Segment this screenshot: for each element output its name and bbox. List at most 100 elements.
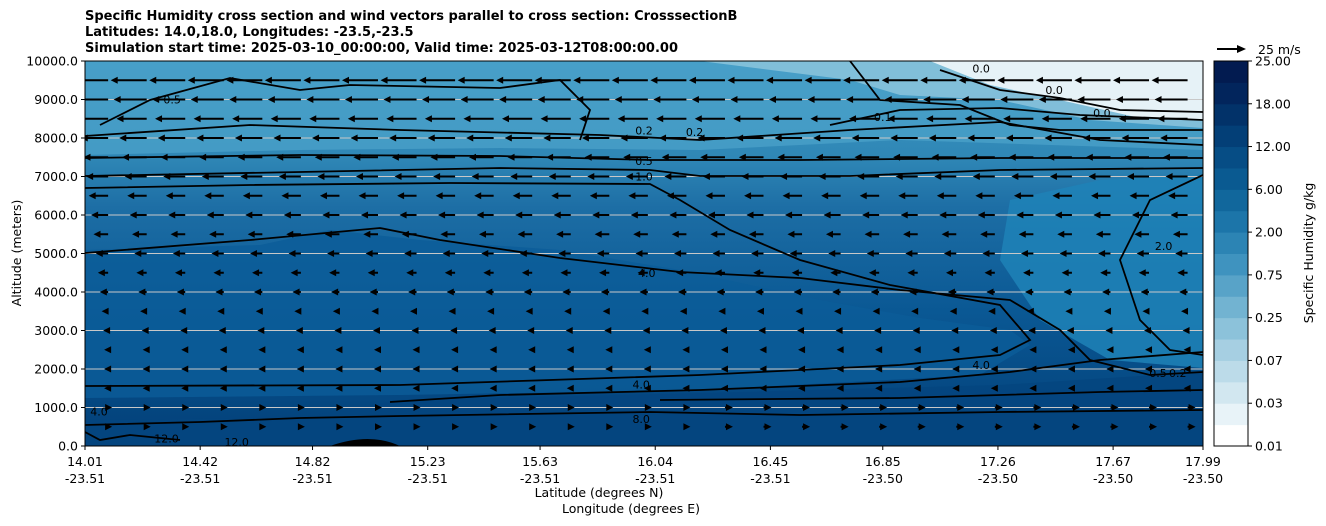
wind-vector-head [489, 384, 497, 392]
wind-vector-head [961, 96, 969, 103]
wind-vector-head [168, 211, 176, 219]
quiver-key-arrowhead [1237, 45, 1246, 53]
wind-vector-head [281, 192, 289, 200]
wind-vector-head [264, 76, 272, 84]
wind-vector-head [1013, 192, 1021, 200]
wind-vector-head [1183, 365, 1191, 373]
wind-vector-head [789, 250, 797, 257]
wind-vector-head [296, 365, 304, 373]
wind-vector-head [512, 192, 520, 200]
wind-vector-head [907, 269, 915, 277]
wind-vector-head [710, 230, 718, 238]
wind-vector-head [199, 153, 207, 161]
wind-vector-head [748, 230, 756, 238]
wind-vector-head [240, 173, 248, 180]
wind-vector-head [380, 76, 388, 84]
wind-vector-head [931, 153, 939, 161]
wind-vector-head [181, 384, 189, 392]
wind-vector-head [178, 307, 186, 315]
colorbar-segment [1214, 146, 1248, 169]
wind-vector-head [551, 192, 559, 200]
wind-vector-head [373, 346, 381, 354]
wind-vector-head [644, 423, 652, 431]
wind-vector-head [451, 346, 459, 354]
x-tick-label-latitude: 17.99 [1185, 454, 1221, 469]
wind-vector-head [331, 288, 339, 296]
wind-vector-head [803, 404, 811, 411]
colorbar-segment [1214, 103, 1248, 126]
wind-vector-head [1106, 384, 1114, 392]
wind-vector-head [412, 384, 420, 392]
wind-vector-head [1165, 173, 1173, 180]
wind-vector-head [319, 192, 327, 200]
contour-line [85, 167, 1203, 177]
wind-vector-head [564, 307, 572, 315]
wind-vector-head [105, 404, 113, 411]
wind-vector-head [413, 423, 421, 431]
wind-vector-head [259, 423, 267, 431]
wind-vector-head [918, 423, 926, 431]
wind-vector-head [866, 250, 874, 257]
wind-vector-head [643, 346, 651, 354]
wind-vector-head [127, 192, 135, 200]
wind-vector-head [336, 404, 344, 411]
wind-vector-head [751, 250, 759, 257]
x-axis-label-longitude: Longitude (degrees E) [562, 501, 700, 516]
wind-vector-head [105, 423, 113, 431]
wind-vector-head [738, 153, 746, 161]
wind-vector-head [1065, 307, 1073, 315]
wind-vector-head [755, 288, 763, 296]
wind-vector-head [525, 307, 533, 315]
wind-vector-head [769, 96, 777, 103]
contour-label: 4.0 [90, 405, 108, 418]
wind-vector-head [913, 365, 921, 373]
wind-vector-head [412, 365, 420, 373]
wind-vector-head [565, 327, 573, 334]
y-tick-label: 5000.0 [34, 246, 78, 261]
wind-vector-head [836, 384, 844, 392]
wind-vector-head [975, 192, 983, 200]
wind-vector-head [335, 384, 343, 392]
wind-vector-head [1093, 211, 1101, 219]
wind-vector-head [1188, 423, 1196, 431]
wind-vector-head [201, 173, 209, 180]
wind-vector-head [989, 327, 997, 334]
contour-line [85, 154, 1203, 161]
contour-label: 0.0 [972, 63, 990, 76]
wind-vector-head [1028, 327, 1036, 334]
wind-vector-head [419, 76, 427, 84]
wind-vector-head [358, 192, 366, 200]
wind-vector-head [1067, 365, 1075, 373]
wind-vector-head [138, 288, 146, 296]
wind-vector-head [528, 384, 536, 392]
wind-vector-head [926, 115, 934, 123]
wind-vector-head [741, 173, 749, 180]
wind-vector-head [1151, 76, 1159, 84]
wind-vector-head [900, 211, 908, 219]
wind-vector-head [821, 192, 829, 200]
wind-vector-head [247, 230, 255, 238]
wind-vector-head [372, 327, 380, 334]
colorbar-segment [1214, 253, 1248, 276]
wind-vector-head [444, 269, 452, 277]
contour-line [85, 121, 1203, 146]
wind-vector-head [625, 173, 633, 180]
colorbar: 0.01 0.03 0.07 0.25 0.75 2.00 6.00 12.00 18.00 25… [1213, 54, 1291, 454]
wind-vector-head [787, 230, 795, 238]
wind-vector-head [567, 423, 575, 431]
wind-vector-head [1072, 404, 1080, 411]
wind-vector-head [1074, 76, 1082, 84]
contour-label: 0.2 [635, 124, 653, 137]
wind-vector-head [1160, 134, 1168, 142]
wind-vector-head [1066, 327, 1074, 334]
wind-vector-head [562, 288, 570, 296]
contour-label: 12.0 [154, 432, 179, 445]
wind-vector-head [1098, 250, 1106, 257]
wind-vector-head [523, 288, 531, 296]
wind-vector-head [903, 230, 911, 238]
wind-vector-head [674, 250, 682, 257]
wind-vector-head [1085, 153, 1093, 161]
wind-vector-head [1140, 288, 1148, 296]
colorbar-segment [1214, 61, 1248, 83]
wind-vector-head [782, 192, 790, 200]
